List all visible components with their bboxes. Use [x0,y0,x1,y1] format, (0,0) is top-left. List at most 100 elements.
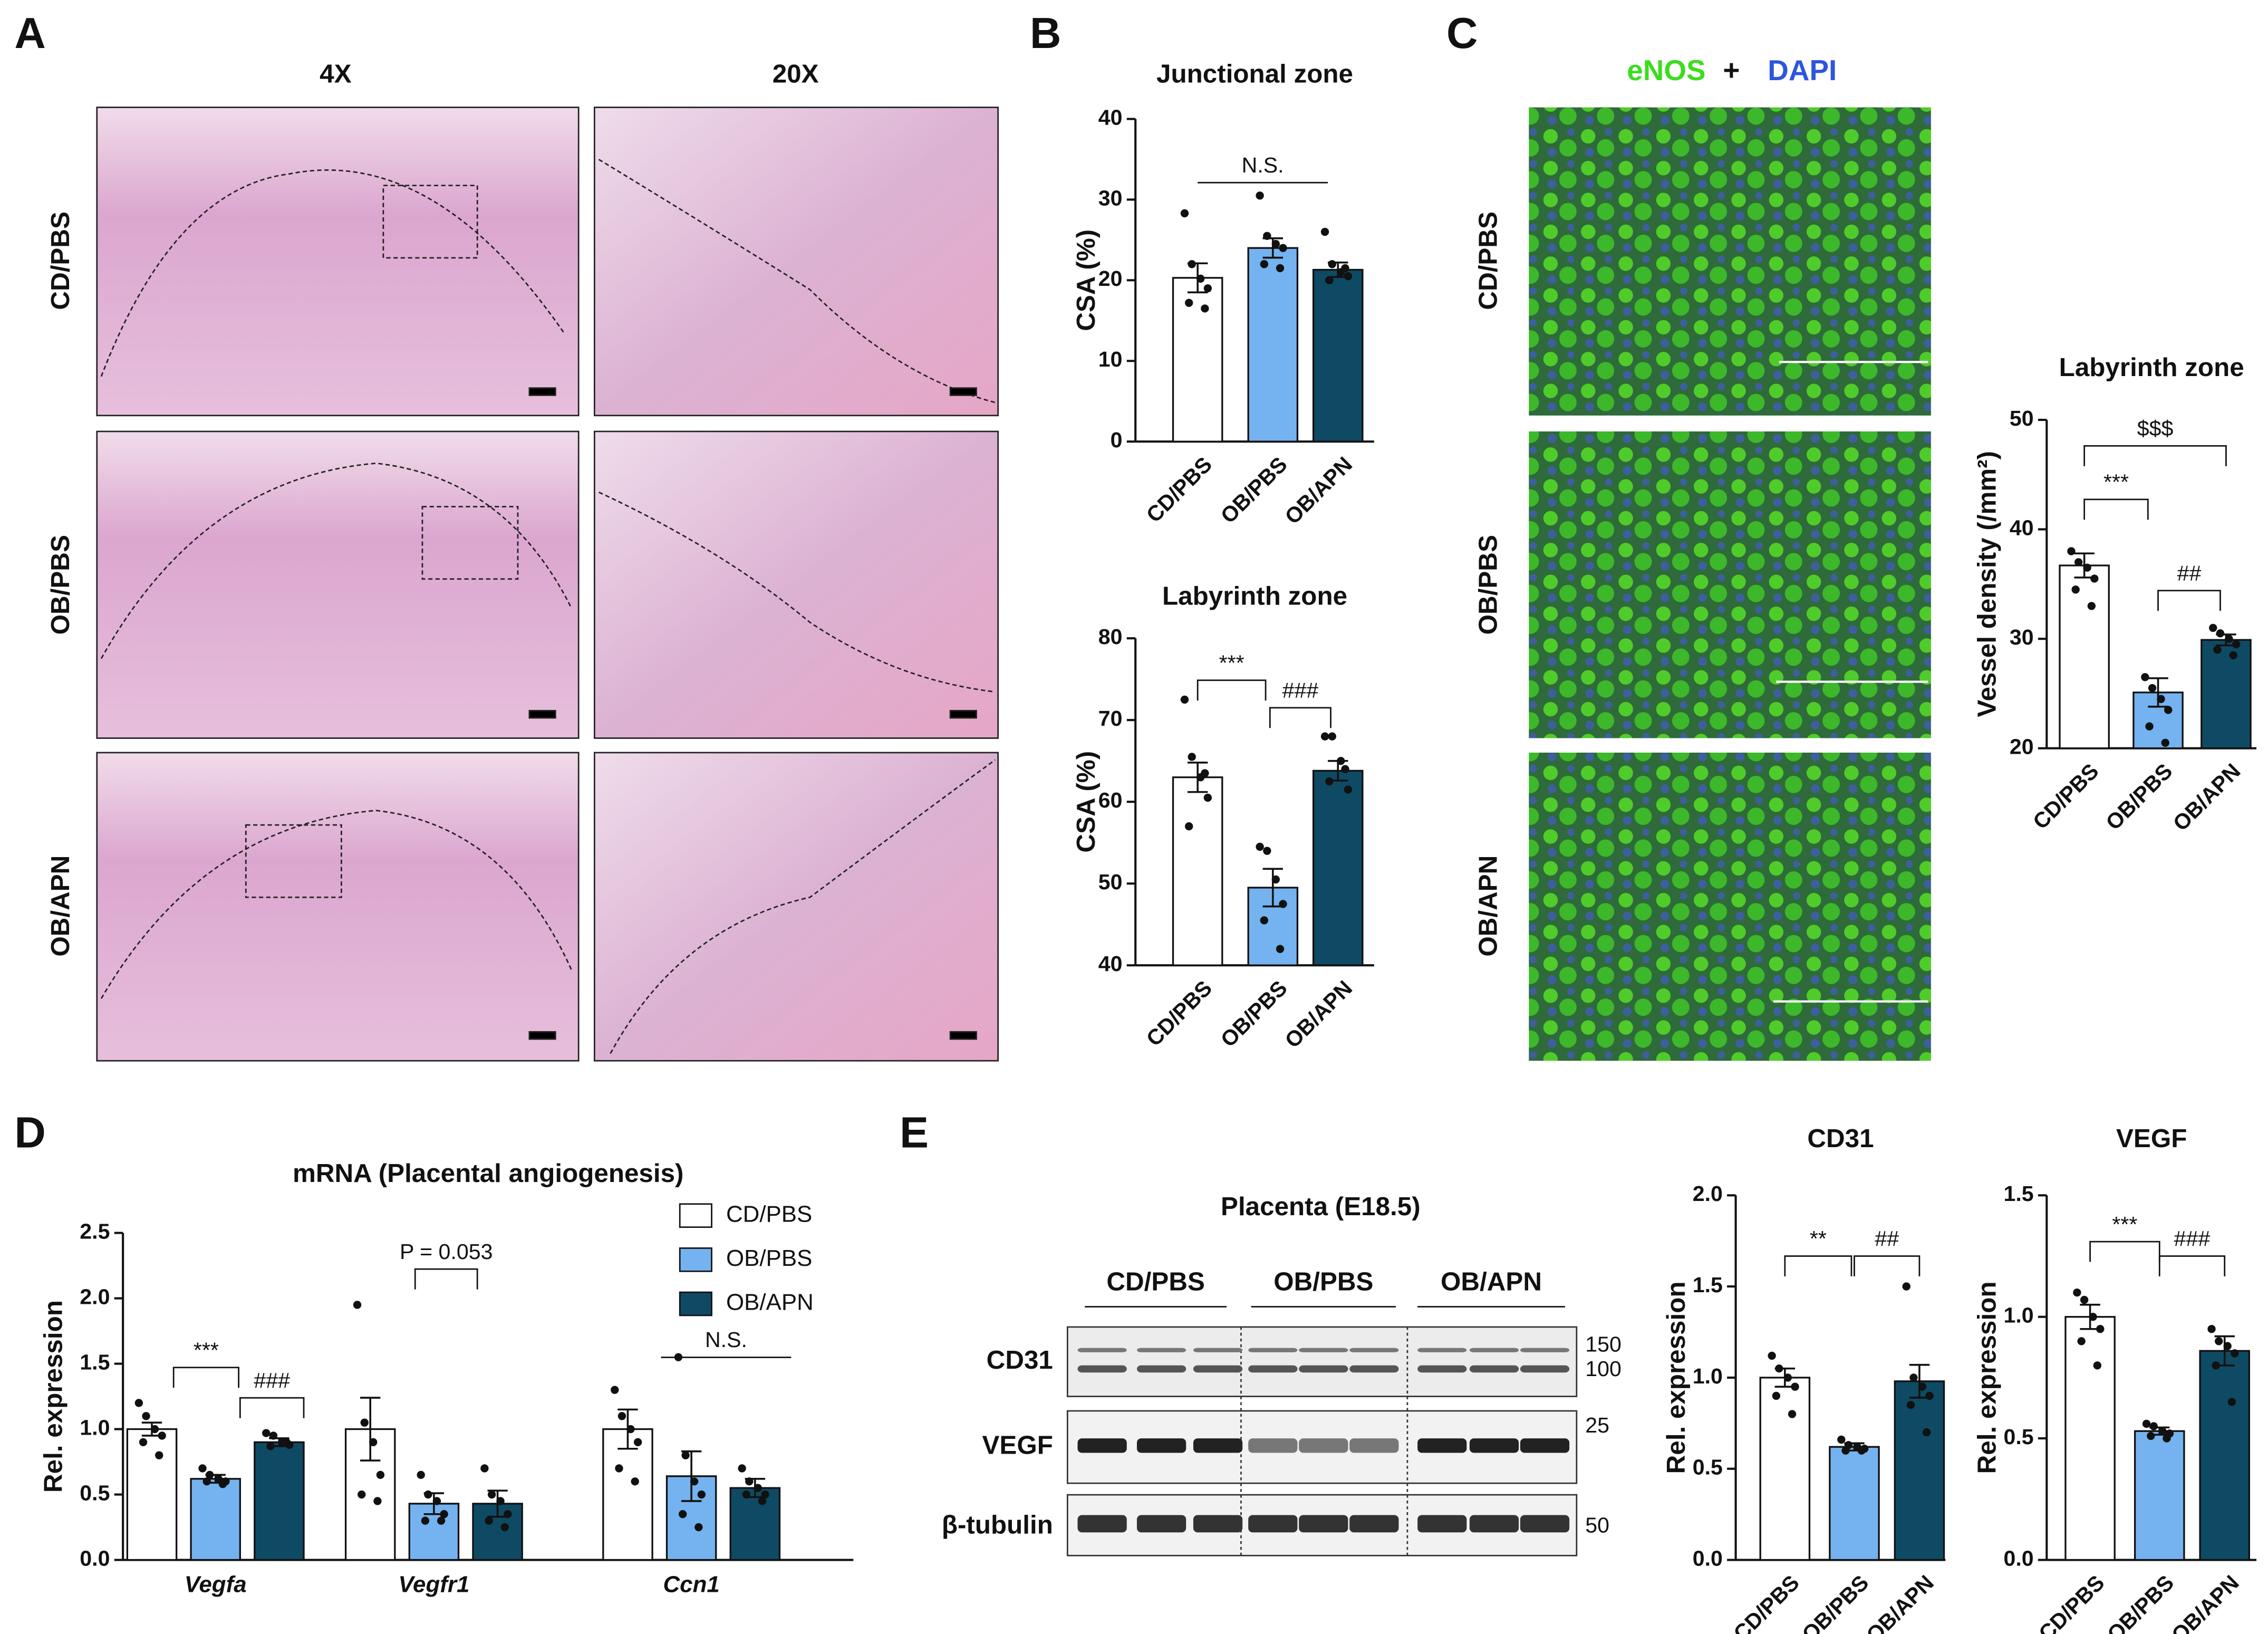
data-point [758,1497,767,1505]
data-point [1341,765,1349,773]
legend-label: OB/APN [726,1290,814,1315]
blot-band [1417,1515,1467,1533]
blot-band [1136,1365,1186,1373]
data-point [1260,916,1269,925]
panel-label: E [900,1109,929,1157]
data-point [1271,239,1280,248]
y-tick-label: 20 [2010,735,2034,759]
blot-row-label: CD31 [987,1345,1053,1375]
chart-title: VEGF [2116,1124,2187,1153]
data-point [1271,875,1280,884]
data-point [754,1484,763,1492]
bar [190,1478,241,1561]
data-point [2074,558,2083,566]
data-point [2158,1427,2167,1435]
data-point [1256,842,1264,851]
x-tick-label: CD/PBS [1142,452,1217,527]
data-point [1325,777,1334,786]
data-point [2215,1337,2223,1345]
data-point [611,1386,619,1394]
x-tick-label: OB/PBS [1216,976,1292,1052]
bar [1312,268,1364,443]
data-point [631,1477,639,1486]
annotation: ## [2177,561,2202,585]
data-point [1263,232,1271,240]
y-axis-label: Rel. expression [1973,1281,2002,1474]
data-point [440,1510,448,1518]
data-point [206,1470,214,1479]
y-tick-label: 1.5 [2003,1181,2033,1206]
significance-bracket [239,1397,305,1418]
y-tick-label: 30 [2010,625,2034,649]
blot-title: Placenta (E18.5) [1221,1192,1421,1221]
panel-label: B [1030,9,1061,57]
blot-band [1077,1348,1127,1352]
data-point [269,1431,278,1440]
data-point [679,1510,687,1518]
data-point [761,1490,769,1499]
data-point [1791,1382,1799,1391]
data-point [1328,732,1336,741]
data-point [369,1438,378,1447]
blot-marker: 150 [1585,1332,1622,1356]
y-tick-label: 0 [1111,428,1123,452]
bar [1894,1380,1945,1561]
data-point [2148,684,2157,693]
data-point [1918,1382,1927,1391]
data-point [1906,1401,1915,1409]
legend-swatch [679,1203,712,1228]
data-point [2212,1361,2220,1370]
blot-group: CD/PBS [1106,1267,1205,1296]
data-point [2096,1325,2105,1333]
bar [1312,770,1364,966]
blot-band [1520,1515,1570,1533]
data-point [2232,640,2241,649]
data-point [1180,695,1189,704]
blot-band [1469,1515,1519,1533]
data-point [1841,1446,1850,1455]
y-axis-label: Rel. expression [1662,1281,1691,1474]
y-axis-label: CSA (%) [1072,751,1101,853]
blot-band [1469,1348,1519,1352]
data-point [262,1429,271,1437]
panel-label: C [1446,9,1478,57]
x-tick-label: Vegfr1 [398,1571,469,1597]
data-point [2161,738,2169,747]
row-label: OB/APN [46,856,75,957]
data-point [697,1490,706,1499]
blot-band [1349,1348,1399,1352]
significance-bracket [2158,1255,2226,1276]
data-point [202,1477,211,1486]
data-point [155,1451,163,1459]
data-point [2216,629,2225,638]
data-point [1775,1364,1783,1373]
data-point [2089,1313,2097,1321]
blot-row-label: VEGF [982,1431,1053,1460]
bar [2064,1316,2116,1561]
x-tick-label: OB/PBS [2102,1570,2178,1634]
row-label: OB/PBS [46,535,75,635]
data-point [2071,585,2080,594]
data-point [2073,1288,2081,1297]
blot-band [1349,1365,1399,1373]
data-point [485,1516,493,1525]
y-axis-label: Rel. expression [38,1300,67,1493]
annotation: *** [1219,650,1244,675]
data-point [2147,1431,2155,1440]
data-point [2223,1342,2232,1350]
blot-band [1299,1438,1348,1453]
data-point [2231,1349,2239,1358]
significance-bracket [1784,1255,1852,1276]
blot-band [1299,1348,1348,1352]
data-point [1325,276,1334,285]
y-tick-label: 2.0 [1693,1181,1723,1206]
data-point [2213,646,2222,654]
blot-band [1349,1515,1399,1533]
blot-marker: 50 [1585,1513,1609,1537]
x-tick-label: OB/APN [1861,1570,1938,1634]
bar [2201,639,2252,749]
data-point [150,1425,159,1434]
data-point [2067,547,2076,555]
annotation: ### [2174,1226,2211,1251]
